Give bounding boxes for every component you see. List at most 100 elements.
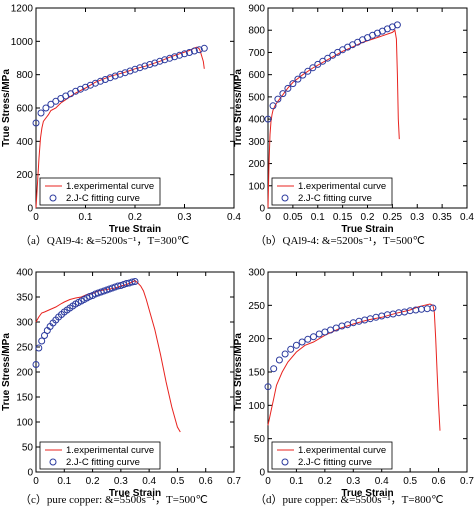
- series-fitting-point: [128, 278, 136, 286]
- series-fitting-point: [35, 344, 43, 352]
- series-fitting-point: [264, 383, 272, 391]
- series-fitting-point: [200, 44, 208, 52]
- series-fitting-point: [156, 57, 164, 65]
- y-tick-label: 600: [16, 104, 33, 115]
- panel-caption: （d）pure copper: &=5500s⁻¹，T=800℃: [255, 493, 443, 506]
- series-fitting-point: [289, 80, 297, 88]
- series-fitting-point: [161, 56, 169, 64]
- series-fitting-point: [166, 54, 174, 62]
- series-fitting-point: [131, 278, 139, 285]
- series-fitting-point: [264, 115, 272, 123]
- panel-caption: （c）pure copper: &=5500s⁻¹，T=500℃: [20, 493, 208, 506]
- series-fitting-point: [121, 69, 129, 77]
- plot-frame: [35, 7, 235, 209]
- x-tick-label: 0.6: [432, 476, 446, 487]
- legend-label-fitting: 2.J-C fitting curve: [66, 457, 140, 468]
- x-axis-label: True Strain: [109, 488, 161, 499]
- x-tick-label: 0.3: [410, 212, 424, 223]
- series-fitting-point: [131, 65, 139, 73]
- legend-label-fitting: 2.J-C fitting curve: [298, 457, 372, 468]
- series-fitting-point: [96, 77, 104, 85]
- legend-box: [39, 177, 161, 206]
- x-tick-label: 0.4: [460, 212, 474, 223]
- x-tick-label: 0.1: [57, 476, 71, 487]
- series-fitting-point: [281, 350, 289, 358]
- y-tick-label: 250: [248, 301, 265, 312]
- x-tick-label: 0.4: [142, 476, 156, 487]
- y-tick-label: 800: [248, 26, 265, 37]
- y-tick-label: 500: [248, 92, 265, 103]
- x-tick-label: 0.2: [128, 212, 142, 223]
- series-experimental-line: [35, 46, 205, 209]
- series-fitting-point: [37, 109, 45, 117]
- series-fitting-point: [151, 59, 159, 67]
- y-tick-label: 400: [248, 115, 265, 126]
- series-fitting-point: [190, 47, 198, 55]
- y-tick-label: 100: [248, 401, 265, 412]
- legend-label-experimental: 1.experimental curve: [66, 445, 154, 456]
- x-tick-label: 0.1: [311, 212, 325, 223]
- y-tick-label: 400: [16, 268, 33, 279]
- y-tick-label: 800: [16, 70, 33, 81]
- series-fitting-point: [136, 64, 144, 72]
- series-fitting-point: [310, 333, 317, 341]
- y-tick-label: 0: [27, 204, 33, 215]
- y-tick-label: 250: [16, 343, 33, 354]
- y-tick-label: 200: [16, 368, 33, 379]
- x-tick-label: 0.3: [114, 476, 128, 487]
- y-tick-label: 200: [248, 334, 265, 345]
- legend-label-fitting: 2.J-C fitting curve: [66, 193, 140, 204]
- panel-caption: （b）QAl9-4: &=5200s⁻¹，T=500℃: [255, 234, 425, 247]
- x-tick-label: 0: [265, 212, 271, 223]
- chart-panel-d: 0 0.1 0.2 0.3 0.4 0.5 0.6 0.7 0 50 100 150 200 250 300…: [233, 268, 474, 507]
- series-fitting-point: [324, 54, 332, 62]
- series-fitting-point: [294, 75, 302, 83]
- series-fitting-point: [106, 74, 114, 82]
- series-fitting-point: [126, 67, 134, 75]
- x-tick-label: 0.2: [361, 212, 375, 223]
- series-fitting-point: [141, 62, 149, 70]
- y-tick-label: 400: [16, 137, 33, 148]
- x-tick-label: 0.2: [86, 476, 100, 487]
- x-tick-label: 0: [33, 476, 39, 487]
- x-tick-label: 0.3: [178, 212, 192, 223]
- x-axis-label: True Strain: [341, 224, 393, 235]
- y-tick-label: 300: [248, 268, 265, 279]
- chart-panel-b: 0 0.05 0.1 0.15 0.2 0.25 0.3 0.35 0.4 0 100 200 300 4…: [233, 4, 474, 248]
- x-tick-label: 0.7: [227, 476, 241, 487]
- y-tick-label: 100: [248, 181, 265, 192]
- x-tick-label: 0: [33, 212, 39, 223]
- series-fitting-point: [42, 104, 50, 112]
- x-tick-label: 0.5: [403, 476, 417, 487]
- series-fitting-point: [146, 61, 154, 68]
- legend-label-experimental: 1.experimental curve: [66, 181, 154, 192]
- x-tick-label: 0.7: [460, 476, 474, 487]
- legend-box: [39, 441, 161, 470]
- y-tick-label: 600: [248, 70, 265, 81]
- y-tick-label: 0: [259, 204, 265, 215]
- series-fitting-point: [279, 90, 287, 98]
- series-experimental-line: [267, 29, 400, 209]
- y-tick-label: 1000: [11, 37, 34, 48]
- y-tick-label: 350: [16, 293, 33, 304]
- legend-marker-swatch: [281, 194, 289, 202]
- series-fitting-point: [299, 71, 307, 79]
- series-fitting-point: [319, 57, 327, 65]
- legend-marker-swatch: [49, 458, 57, 466]
- series-fitting-point: [38, 337, 46, 345]
- series-fitting-point: [32, 361, 40, 368]
- y-axis-label: True Stress/MPa: [1, 69, 12, 147]
- y-tick-label: 150: [16, 393, 33, 404]
- series-fitting-point: [32, 119, 40, 127]
- x-tick-label: 0.4: [375, 476, 389, 487]
- x-axis-label: True Strain: [341, 488, 393, 499]
- series-fitting-point: [176, 51, 183, 59]
- x-tick-label: 0.3: [346, 476, 360, 487]
- x-tick-label: 0: [265, 476, 271, 487]
- series-fitting-point: [47, 100, 55, 108]
- x-tick-label: 0.5: [170, 476, 184, 487]
- x-axis-label: True Strain: [109, 224, 161, 235]
- series-fitting-point: [309, 64, 317, 72]
- x-tick-label: 0.25: [383, 212, 403, 223]
- series-fitting-point: [304, 335, 312, 343]
